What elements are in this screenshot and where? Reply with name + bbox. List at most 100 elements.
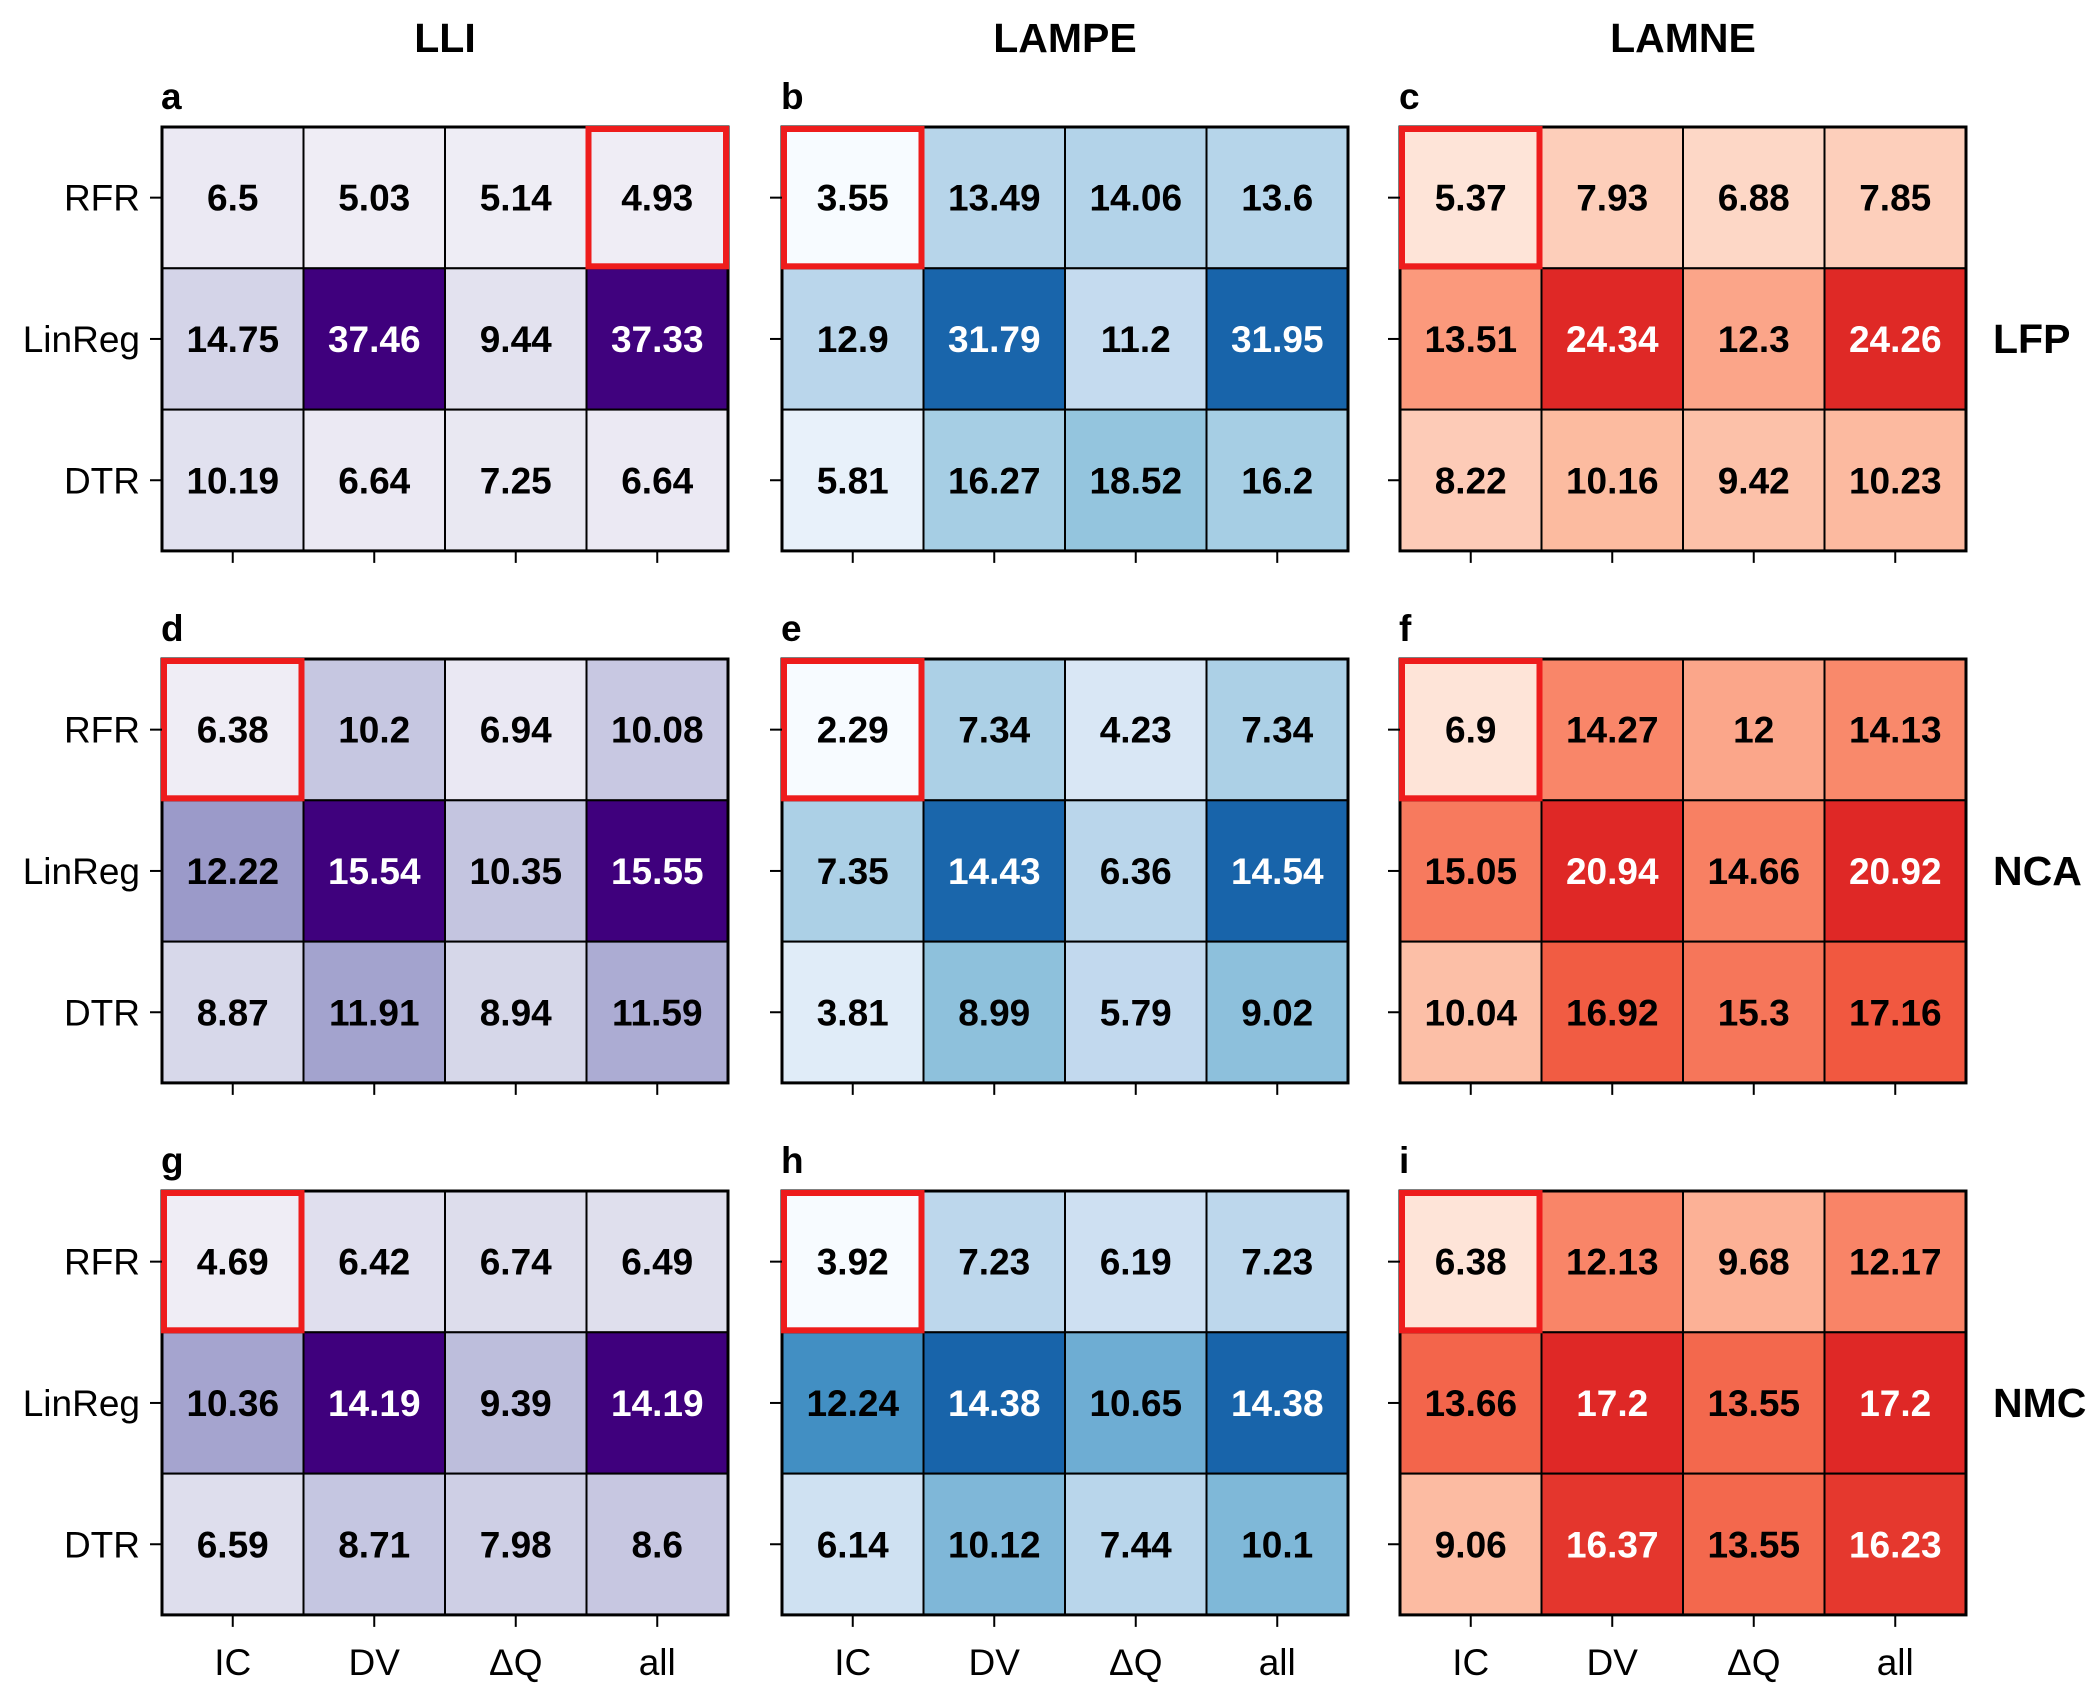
cell-value: 13.49 xyxy=(948,178,1041,219)
best-cell-highlight xyxy=(1399,658,1543,802)
heatmap-cell xyxy=(1399,1331,1543,1475)
x-tick-label: all xyxy=(1259,1642,1296,1683)
heatmap-cell xyxy=(922,940,1066,1084)
cell-value: 17.16 xyxy=(1849,992,1942,1033)
heatmap-cell xyxy=(781,940,925,1084)
cell-value: 31.79 xyxy=(948,319,1041,360)
cell-value: 16.2 xyxy=(1241,460,1313,501)
x-tick-label: IC xyxy=(834,1642,871,1683)
cell-value: 10.23 xyxy=(1849,460,1942,501)
cell-value: 9.68 xyxy=(1718,1242,1790,1283)
cell-value: 20.92 xyxy=(1849,851,1942,892)
cell-value: 13.66 xyxy=(1424,1383,1517,1424)
panel-letter: f xyxy=(1399,608,1412,649)
heatmap-cell xyxy=(781,267,925,411)
cell-value: 18.52 xyxy=(1089,460,1182,501)
heatmap-panel-h: h 3.92 7.23 6.19 7.23 12.24 14.38 10.65 14.38 6.1… xyxy=(770,1140,1350,1683)
heatmap-cell xyxy=(302,267,446,411)
heatmap-cell xyxy=(1205,1331,1349,1475)
cell-value: 7.23 xyxy=(958,1242,1030,1283)
heatmap-cell xyxy=(302,408,446,552)
cell-value: 10.12 xyxy=(948,1524,1041,1565)
cell-value: 9.02 xyxy=(1241,992,1313,1033)
cell-value: 4.69 xyxy=(197,1242,269,1283)
heatmap-cell xyxy=(1399,940,1543,1084)
cell-value: 14.19 xyxy=(328,1383,421,1424)
heatmap-cell xyxy=(1682,1331,1826,1475)
cell-value: 17.2 xyxy=(1859,1383,1931,1424)
heatmap-cell xyxy=(1399,1472,1543,1616)
heatmap-cell xyxy=(161,1472,305,1616)
panel-letter: i xyxy=(1399,1140,1409,1181)
cell-value: 20.94 xyxy=(1566,851,1659,892)
heatmap-cell xyxy=(302,126,446,270)
cell-value: 12.17 xyxy=(1849,1242,1942,1283)
heatmap-cell xyxy=(302,1472,446,1616)
cell-value: 9.06 xyxy=(1435,1524,1507,1565)
cell-value: 6.88 xyxy=(1718,178,1790,219)
cell-value: 13.6 xyxy=(1241,178,1313,219)
heatmap-cell xyxy=(922,799,1066,943)
heatmap-cell xyxy=(585,799,729,943)
heatmap-cell xyxy=(1823,267,1967,411)
x-tick-label: ΔQ xyxy=(1109,1642,1163,1683)
heatmap-cell xyxy=(1823,1472,1967,1616)
row-title: NMC xyxy=(1993,1380,2086,1426)
cell-value: 7.98 xyxy=(480,1524,552,1565)
heatmap-cell xyxy=(1064,799,1208,943)
cell-value: 7.44 xyxy=(1100,1524,1172,1565)
heatmap-cell xyxy=(1823,1331,1967,1475)
best-cell-highlight xyxy=(781,1190,925,1334)
x-tick-label: IC xyxy=(1452,1642,1489,1683)
y-tick-label: RFR xyxy=(64,178,140,219)
cell-value: 11.2 xyxy=(1101,319,1171,360)
cell-value: 6.64 xyxy=(338,460,410,501)
x-tick-label: DV xyxy=(349,1642,401,1683)
cell-value: 12.24 xyxy=(806,1383,899,1424)
cell-value: 6.14 xyxy=(817,1524,889,1565)
heatmap-cell xyxy=(922,658,1066,802)
heatmap-cell xyxy=(1682,940,1826,1084)
heatmap-cell xyxy=(585,658,729,802)
cell-value: 4.93 xyxy=(621,178,693,219)
heatmap-cell xyxy=(302,1190,446,1334)
heatmap-cell xyxy=(1540,658,1684,802)
y-tick-label: RFR xyxy=(64,710,140,751)
x-tick-label: all xyxy=(1877,1642,1914,1683)
cell-value: 14.54 xyxy=(1231,851,1324,892)
heatmap-panel-c: c 5.37 7.93 6.88 7.85 13.51 24.34 12.3 24.26 8.22… xyxy=(1388,76,1968,563)
best-cell-highlight xyxy=(161,658,305,802)
cell-value: 7.23 xyxy=(1241,1242,1313,1283)
heatmap-cell xyxy=(585,940,729,1084)
heatmap-cell xyxy=(1823,1190,1967,1334)
x-tick-label: ΔQ xyxy=(1727,1642,1781,1683)
cell-value: 12.9 xyxy=(817,319,889,360)
cell-value: 14.66 xyxy=(1707,851,1800,892)
y-tick-label: LinReg xyxy=(23,1383,140,1424)
heatmap-cell xyxy=(1205,1190,1349,1334)
panel-letter: e xyxy=(781,608,802,649)
cell-value: 6.49 xyxy=(621,1242,693,1283)
cell-value: 6.74 xyxy=(480,1242,552,1283)
cell-value: 14.38 xyxy=(948,1383,1041,1424)
heatmap-cell xyxy=(444,799,588,943)
heatmap-cell xyxy=(922,1472,1066,1616)
cell-value: 37.46 xyxy=(328,319,421,360)
heatmap-cell xyxy=(1205,126,1349,270)
heatmap-cell xyxy=(1682,126,1826,270)
row-title: NCA xyxy=(1993,848,2082,894)
cell-value: 10.36 xyxy=(186,1383,279,1424)
cell-value: 7.93 xyxy=(1576,178,1648,219)
cell-value: 10.19 xyxy=(186,460,279,501)
y-tick-label: LinReg xyxy=(23,319,140,360)
heatmap-panel-d: d 6.38 10.2 6.94 10.08 12.22 15.54 10.35 15.55 8.… xyxy=(23,608,730,1095)
cell-value: 6.9 xyxy=(1445,710,1496,751)
cell-value: 13.51 xyxy=(1424,319,1517,360)
cell-value: 15.55 xyxy=(611,851,704,892)
heatmap-cell xyxy=(1540,799,1684,943)
cell-value: 11.91 xyxy=(329,992,420,1033)
y-tick-label: RFR xyxy=(64,1242,140,1283)
cell-value: 8.22 xyxy=(1435,460,1507,501)
cell-value: 6.59 xyxy=(197,1524,269,1565)
x-tick-label: IC xyxy=(214,1642,251,1683)
